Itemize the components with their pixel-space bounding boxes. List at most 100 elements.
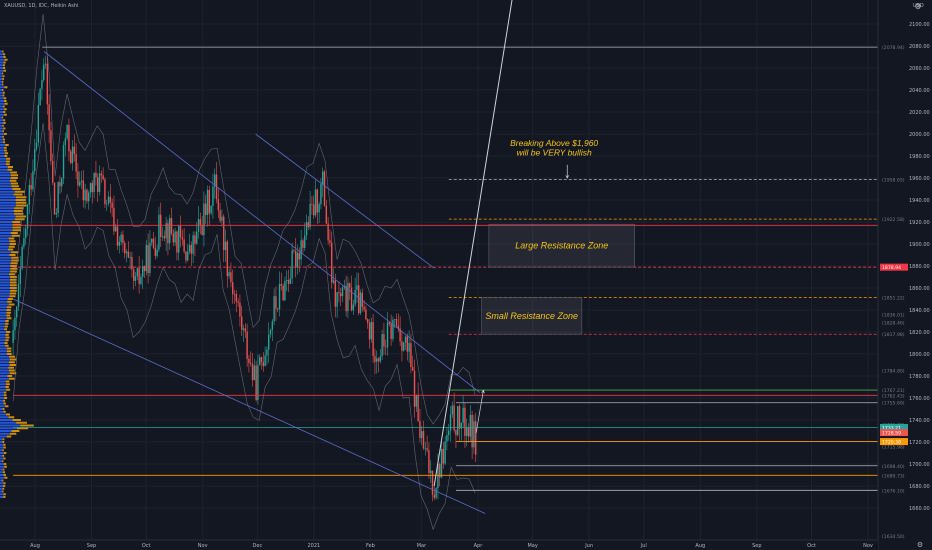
volume-profile-bar	[0, 375, 8, 377]
volume-profile-bar	[3, 100, 7, 102]
volume-profile-bar	[0, 496, 4, 498]
volume-profile-bar	[2, 408, 5, 410]
volume-profile-bar	[11, 185, 19, 188]
candle-body	[228, 272, 230, 277]
candle-body	[439, 464, 441, 478]
candle-body	[358, 285, 360, 314]
volume-profile-bar	[3, 69, 7, 72]
candle-body	[152, 238, 155, 248]
volume-profile-bar	[0, 240, 10, 243]
x-tick-label: Jul	[640, 543, 647, 549]
volume-profile-bar	[12, 188, 21, 190]
envelope-lines	[12, 13, 476, 531]
candle-body	[17, 283, 20, 307]
resistance-zone[interactable]	[481, 297, 583, 335]
volume-profile-bar	[2, 64, 5, 67]
candle-body	[286, 280, 288, 281]
trend-line[interactable]	[12, 298, 486, 514]
time-axis[interactable]	[0, 540, 878, 550]
volume-profile-bar	[14, 212, 24, 215]
volume-profile-bar	[0, 342, 5, 344]
candle-body	[444, 441, 446, 464]
candle-body	[329, 240, 331, 243]
price-axis[interactable]	[878, 0, 932, 550]
candle-body	[354, 289, 356, 305]
volume-profile-bar	[0, 265, 11, 267]
candle-body	[37, 105, 40, 143]
candle-body	[127, 251, 130, 258]
volume-profile-bar	[0, 174, 11, 177]
candle-body	[70, 151, 72, 164]
candle-body	[448, 430, 450, 436]
candle-body	[79, 182, 81, 186]
volume-profile-bar	[3, 391, 7, 394]
volume-profile-bar	[2, 138, 5, 141]
candle-body	[347, 283, 349, 312]
candle-body	[73, 146, 76, 155]
candle-body	[361, 292, 364, 307]
volume-profile-bar	[0, 64, 3, 67]
candle-body	[473, 421, 475, 448]
volume-profile-bar	[0, 207, 15, 210]
candle-body	[165, 223, 167, 239]
volume-profile-bar	[0, 232, 11, 234]
volume-profile-bar	[6, 306, 12, 309]
volume-profile-bar	[2, 449, 4, 452]
volume-profile-bar	[0, 215, 16, 218]
candle-body	[377, 358, 380, 362]
trend-line[interactable]	[43, 51, 480, 393]
volume-profile-bar	[0, 226, 13, 229]
volume-profile-bar	[0, 229, 13, 232]
volume-profile-bar	[0, 201, 16, 204]
volume-profile-bar	[2, 490, 4, 493]
volume-profile-bar	[5, 144, 9, 146]
price-label: (1836.01)	[882, 312, 905, 318]
volume-profile-bar	[0, 394, 4, 397]
candle-body	[340, 293, 342, 297]
volume-profile-bar	[3, 67, 6, 69]
trend-line[interactable]	[255, 133, 435, 269]
candle-body	[174, 231, 176, 243]
volume-profile-bar	[10, 171, 17, 174]
candle-body	[115, 226, 117, 232]
candle-body	[179, 226, 182, 238]
x-tick-label: Mar	[417, 543, 427, 549]
volume-profile-bar	[0, 328, 5, 331]
candle-body	[109, 196, 112, 203]
volume-profile-bar	[7, 300, 12, 303]
settings-icon[interactable]: ⚙	[916, 541, 924, 549]
gear-icon[interactable]: ⚙	[914, 2, 921, 11]
volume-profile-bar	[0, 449, 3, 452]
volume-profile-bar	[2, 130, 4, 133]
candle-body	[408, 343, 410, 352]
candle-body	[52, 161, 54, 183]
annotation-line-2: will be VERY bullish	[517, 148, 592, 158]
candle-body	[143, 266, 146, 272]
candle-body	[372, 322, 374, 357]
candle-body	[50, 130, 52, 162]
candle-body	[102, 175, 104, 180]
volume-profile-bar	[0, 377, 9, 380]
volume-profile-bar	[15, 204, 27, 207]
volume-profile-bar	[3, 122, 6, 124]
trend-line[interactable]	[433, 0, 513, 487]
candle-body	[158, 214, 160, 250]
resistance-zone[interactable]	[488, 223, 635, 268]
volume-profile-bar	[3, 399, 6, 402]
volume-profile-bar	[8, 245, 15, 248]
price-label: (1851.22)	[882, 296, 905, 302]
candle-body	[415, 395, 418, 407]
candle-body	[133, 269, 135, 281]
price-label: (1767.21)	[882, 388, 905, 394]
candle-body	[206, 189, 209, 216]
candle-body	[77, 171, 79, 186]
volume-profile-bar	[0, 97, 4, 100]
y-tick-label: 2000.00	[909, 132, 930, 138]
candle-body	[431, 470, 434, 495]
price-label-bg	[880, 263, 908, 271]
candle-body	[428, 450, 430, 474]
symbol-header[interactable]: XAUUSD, 1D, IDC, Heikin Ashi	[4, 3, 79, 9]
volume-profile-bar	[0, 212, 15, 215]
volume-profile-bar	[1, 116, 4, 119]
